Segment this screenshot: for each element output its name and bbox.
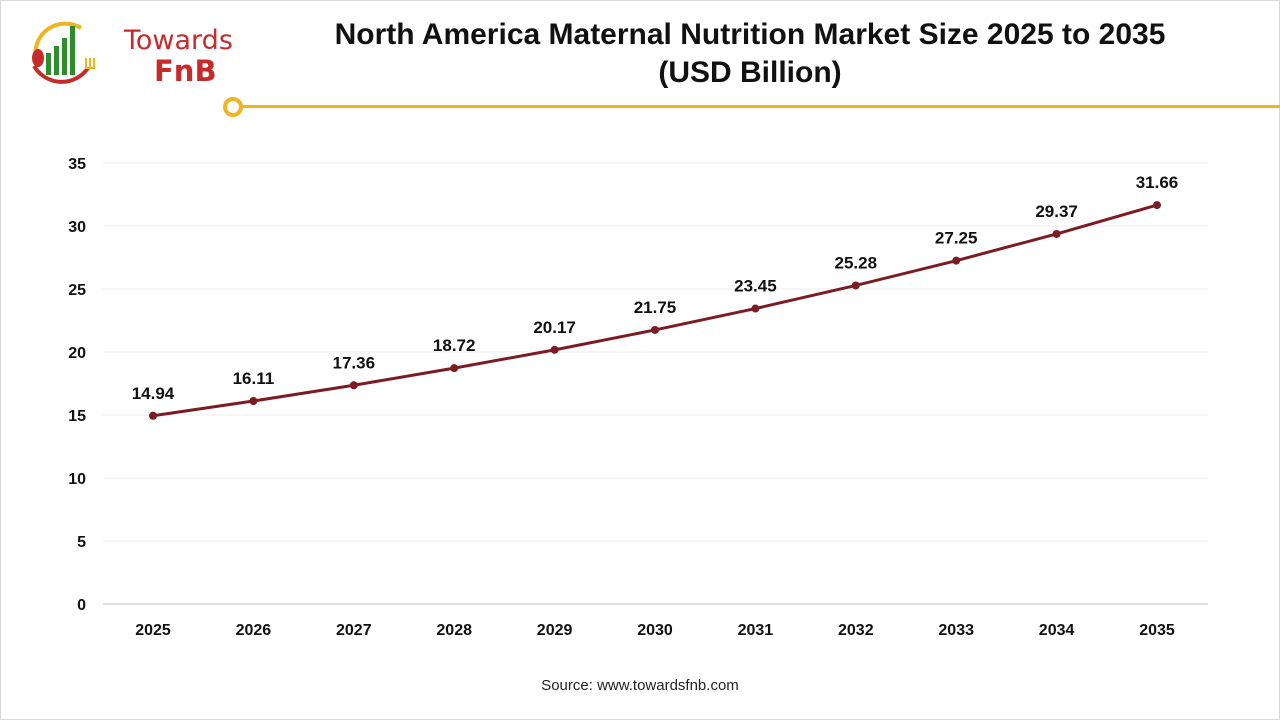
x-tick-label: 2035 (1139, 622, 1175, 639)
data-label: 17.36 (333, 353, 376, 372)
y-tick-label: 20 (68, 345, 86, 362)
y-tick-label: 0 (77, 597, 86, 614)
data-label: 25.28 (835, 253, 878, 272)
y-tick-label: 25 (68, 282, 86, 299)
y-tick-label: 35 (68, 156, 86, 173)
x-tick-label: 2028 (436, 622, 472, 639)
x-tick-label: 2032 (838, 622, 874, 639)
data-point (952, 256, 961, 265)
data-point (1052, 229, 1061, 238)
data-point (1153, 201, 1161, 210)
data-point (249, 397, 258, 406)
data-point (349, 381, 358, 390)
logo-text-towards: Towards (124, 25, 233, 56)
source-note: Source: www.towardsfnb.com (541, 677, 739, 694)
data-label: 16.11 (233, 369, 275, 388)
x-tick-label: 2026 (236, 622, 272, 639)
data-label: 31.66 (1136, 173, 1179, 192)
y-tick-label: 30 (68, 219, 86, 236)
data-label: 27.25 (935, 229, 978, 248)
x-tick-label: 2025 (135, 622, 171, 639)
chart-title-main: North America Maternal Nutrition Market … (334, 18, 1166, 51)
data-label: 29.37 (1035, 202, 1078, 221)
y-tick-label: 5 (77, 534, 86, 551)
y-tick-label: 15 (68, 408, 86, 425)
data-point (149, 411, 157, 420)
x-tick-label: 2031 (738, 622, 774, 639)
data-point (450, 364, 459, 373)
x-tick-label: 2027 (336, 622, 372, 639)
x-tick-label: 2029 (537, 622, 573, 639)
data-label: 18.72 (433, 336, 476, 355)
x-tick-label: 2030 (637, 622, 673, 639)
data-label: 20.17 (533, 318, 576, 337)
towards-fnb-logo: Towards FnB (26, 18, 233, 88)
logo-emblem-icon (32, 21, 95, 84)
data-point (751, 304, 760, 313)
data-point (851, 281, 860, 290)
data-point (550, 345, 559, 354)
data-label: 23.45 (734, 277, 777, 296)
logo-text-fnb: FnB (154, 54, 217, 88)
data-label: 14.94 (132, 384, 175, 403)
title-divider (240, 105, 1280, 108)
y-tick-label: 10 (68, 471, 86, 488)
data-point (651, 325, 659, 334)
x-tick-label: 2033 (938, 622, 974, 639)
chart-subtitle: (USD Billion) (658, 56, 842, 89)
divider-ring-icon (223, 97, 243, 117)
data-label: 21.75 (634, 298, 677, 317)
chart-title: North America Maternal Nutrition Market … (250, 16, 1250, 92)
x-tick-label: 2034 (1039, 622, 1075, 639)
